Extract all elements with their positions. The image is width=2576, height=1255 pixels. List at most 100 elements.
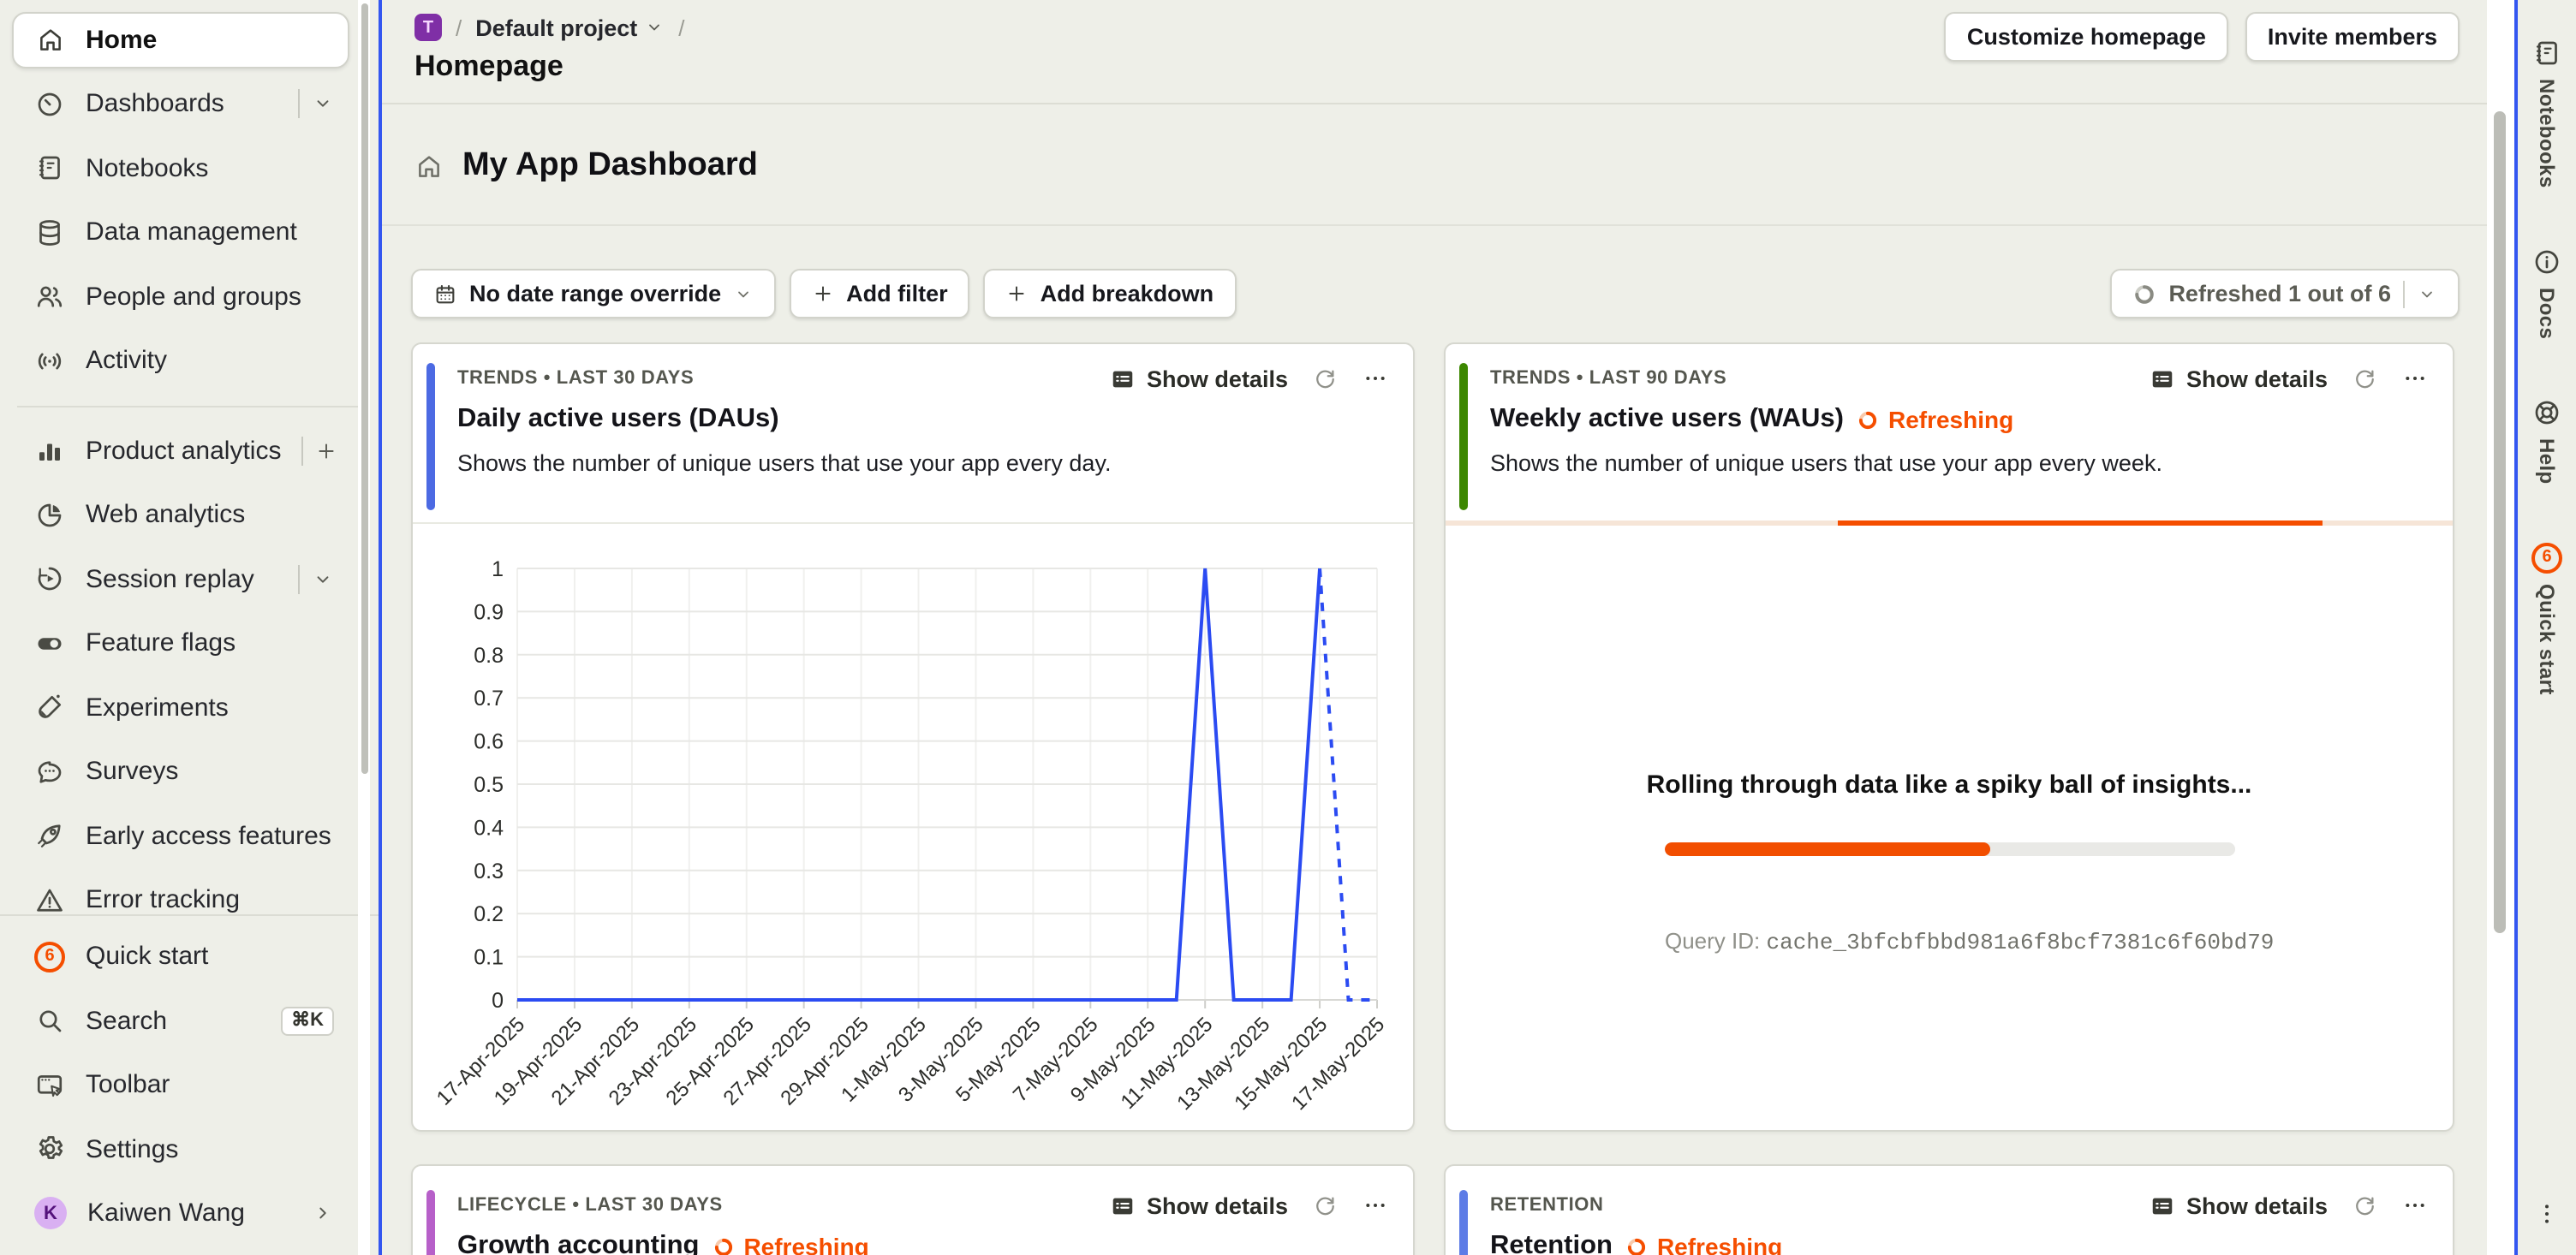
more-options-icon[interactable] — [2401, 1192, 2429, 1219]
rail-item-quick-start[interactable]: 6Quick start — [2531, 543, 2562, 695]
breadcrumb: T / Default project / — [414, 14, 685, 41]
query-progress-bar — [1665, 842, 2235, 856]
y-axis-tick-label: 0.2 — [474, 902, 504, 926]
plus-icon[interactable] — [315, 440, 337, 462]
sidebar-item-settings[interactable]: Settings — [0, 1117, 379, 1181]
rail-item-notebooks[interactable]: Notebooks — [2531, 38, 2562, 188]
chevron-down-icon — [644, 17, 665, 38]
rail-item-label: Notebooks — [2535, 79, 2559, 188]
toggle-icon — [34, 628, 65, 659]
posthog-app: Home Dashboards Notebooks Data management P… — [0, 0, 2576, 1255]
divider — [298, 90, 300, 119]
show-details-button[interactable]: Show details — [1111, 366, 1288, 391]
project-switcher[interactable]: Default project — [475, 15, 665, 40]
details-icon — [1111, 1193, 1136, 1218]
rail-item-docs[interactable]: Docs — [2531, 247, 2562, 339]
database-icon — [34, 217, 65, 248]
refreshing-indicator: Refreshing — [713, 1233, 868, 1255]
main-scrollbar[interactable] — [2487, 0, 2514, 1255]
project-badge[interactable]: T — [414, 14, 442, 41]
card-accent-ribbon — [1459, 363, 1468, 510]
bar-chart-icon — [34, 436, 65, 467]
sidebar-item-search[interactable]: Search⌘K — [0, 989, 379, 1053]
dau-chart-svg: 17-Apr-202519-Apr-202521-Apr-202523-Apr-… — [413, 536, 1415, 1132]
refresh-icon[interactable] — [1312, 1193, 1338, 1218]
toolbar-icon — [34, 1070, 65, 1101]
more-options-icon[interactable] — [1362, 365, 1389, 392]
sidebar-item-experiments[interactable]: Experiments — [0, 675, 379, 740]
sidebar-item-label: Experiments — [86, 693, 229, 723]
sidebar-item-session-replay[interactable]: Session replay — [0, 547, 379, 611]
rail-item-label: Docs — [2535, 288, 2559, 339]
spinner-icon — [1626, 1235, 1649, 1255]
y-axis-tick-label: 0.4 — [474, 816, 504, 840]
refresh-icon[interactable] — [1312, 366, 1338, 391]
refresh-status-button[interactable]: Refreshed 1 out of 6 — [2110, 269, 2460, 318]
y-axis-tick-label: 1 — [492, 557, 504, 581]
sidebar-item-label: Settings — [86, 1135, 178, 1164]
y-axis-tick-label: 0.1 — [474, 946, 504, 970]
show-details-button[interactable]: Show details — [2150, 366, 2328, 391]
pie-chart-icon — [34, 500, 65, 531]
more-options-icon[interactable] — [2533, 1200, 2561, 1228]
topbar: T / Default project / Homepage Customize… — [382, 0, 2514, 104]
details-icon — [1111, 366, 1136, 391]
sidebar-item-label: Data management — [86, 218, 297, 247]
show-details-button[interactable]: Show details — [2150, 1193, 2328, 1218]
invite-members-button[interactable]: Invite members — [2245, 12, 2460, 62]
sidebar-item-toolbar[interactable]: Toolbar — [0, 1053, 379, 1117]
calendar-icon — [433, 282, 457, 306]
sidebar-item-home[interactable]: Home — [12, 12, 349, 68]
more-options-icon[interactable] — [1362, 1192, 1389, 1219]
insight-card-growth-accounting: LIFECYCLE • LAST 30 DAYS Show details Gr… — [411, 1164, 1415, 1255]
chevron-down-icon[interactable] — [312, 93, 334, 116]
divider — [413, 522, 1413, 524]
sidebar-item-early-access-features[interactable]: Early access features — [0, 804, 379, 868]
add-filter-button[interactable]: Add filter — [790, 269, 970, 318]
chevron-down-icon[interactable] — [312, 568, 334, 591]
sidebar-item-label: Dashboards — [86, 90, 224, 119]
refresh-icon[interactable] — [2352, 1193, 2377, 1218]
date-range-filter-button[interactable]: No date range override — [411, 269, 776, 318]
refreshing-indicator: Refreshing — [1626, 1233, 1782, 1255]
sidebar-item-label: Error tracking — [86, 886, 240, 915]
customize-homepage-button[interactable]: Customize homepage — [1945, 12, 2228, 62]
sidebar-item-dashboards[interactable]: Dashboards — [0, 72, 379, 136]
card-tag: RETENTION — [1490, 1195, 1604, 1216]
dashboard-title-row: My App Dashboard — [414, 147, 758, 185]
chevron-right-icon — [312, 1203, 334, 1225]
sidebar-scrollbar[interactable] — [358, 0, 370, 1255]
gear-icon — [34, 1134, 65, 1165]
sidebar-item-label: Notebooks — [86, 154, 208, 183]
sidebar-item-product-analytics[interactable]: Product analytics — [0, 419, 379, 483]
sidebar-item-quick-start[interactable]: 6Quick start — [0, 925, 379, 989]
sidebar-item-web-analytics[interactable]: Web analytics — [0, 483, 379, 547]
add-breakdown-button[interactable]: Add breakdown — [984, 269, 1237, 318]
sidebar-item-people-and-groups[interactable]: People and groups — [0, 265, 379, 329]
divider — [2403, 280, 2405, 307]
warning-triangle-icon — [34, 885, 65, 916]
rail-item-help[interactable]: Help — [2531, 397, 2562, 485]
sidebar-item-data-management[interactable]: Data management — [0, 200, 379, 265]
spinner-icon — [1857, 408, 1880, 431]
user-menu[interactable]: K Kaiwen Wang — [0, 1181, 379, 1246]
sidebar-item-notebooks[interactable]: Notebooks — [0, 136, 379, 200]
more-options-icon[interactable] — [2401, 365, 2429, 392]
card-title: Growth accounting — [457, 1231, 699, 1255]
card-description: Shows the number of unique users that us… — [457, 450, 1389, 476]
card-accent-ribbon — [426, 1190, 435, 1255]
sidebar-item-label: Surveys — [86, 758, 178, 787]
user-name: Kaiwen Wang — [87, 1199, 245, 1228]
refresh-icon[interactable] — [2352, 366, 2377, 391]
sidebar-item-label: Feature flags — [86, 629, 236, 658]
sidebar: Home Dashboards Notebooks Data management P… — [0, 0, 379, 1255]
divider — [382, 224, 2487, 226]
chevron-down-icon — [2417, 283, 2437, 304]
details-icon — [2150, 1193, 2176, 1218]
show-details-button[interactable]: Show details — [1111, 1193, 1288, 1218]
sidebar-item-label: Activity — [86, 347, 167, 376]
sidebar-item-feature-flags[interactable]: Feature flags — [0, 611, 379, 675]
sidebar-item-surveys[interactable]: Surveys — [0, 740, 379, 804]
card-tag: LIFECYCLE • LAST 30 DAYS — [457, 1195, 723, 1216]
sidebar-item-activity[interactable]: Activity — [0, 329, 379, 393]
